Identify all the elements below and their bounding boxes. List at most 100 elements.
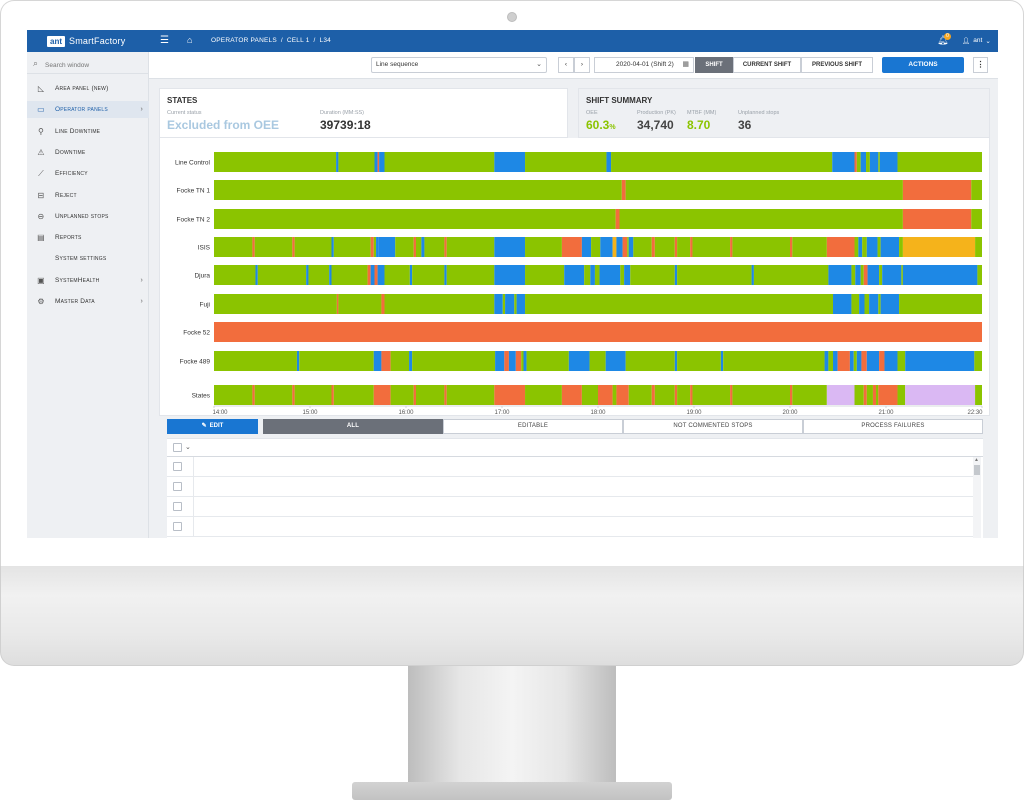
state-segment[interactable] [856,152,861,172]
state-segment[interactable] [828,351,834,371]
sidebar-item-system-settings[interactable]: System settings [27,250,149,267]
state-segment[interactable] [333,385,374,405]
state-segment[interactable] [692,385,731,405]
state-segment[interactable] [561,237,582,257]
state-segment[interactable] [730,385,733,405]
state-segment[interactable] [214,294,337,314]
state-segment[interactable] [594,265,600,285]
state-segment[interactable] [581,385,598,405]
state-segment[interactable] [331,265,368,285]
state-segment[interactable] [214,209,616,229]
state-segment[interactable] [214,322,982,342]
state-segment[interactable] [899,237,903,257]
state-segment[interactable] [446,385,495,405]
state-segment[interactable] [378,237,396,257]
state-segment[interactable] [620,265,625,285]
state-segment[interactable] [690,237,693,257]
state-segment[interactable] [494,385,526,405]
state-segment[interactable] [446,265,495,285]
sidebar-item-system-health[interactable]: ▣ SystemHealth › [27,272,149,289]
state-segment[interactable] [299,351,374,371]
state-segment[interactable] [869,294,879,314]
state-segment[interactable] [381,294,385,314]
state-segment[interactable] [367,265,371,285]
state-segment[interactable] [876,385,879,405]
actions-button[interactable]: ACTIONS [882,57,964,73]
state-segment[interactable] [525,385,562,405]
tab-editable[interactable]: EDITABLE [443,419,623,434]
state-segment[interactable] [869,152,879,172]
state-segment[interactable] [413,237,416,257]
state-segment[interactable] [621,180,626,200]
state-segment[interactable] [677,351,721,371]
state-segment[interactable] [525,294,834,314]
state-segment[interactable] [508,351,516,371]
state-segment[interactable] [254,237,293,257]
sidebar-item-master-data[interactable]: ⚙ Master Data › [27,293,149,310]
state-segment[interactable] [723,351,825,371]
state-segment[interactable] [424,237,445,257]
state-segment[interactable] [214,237,253,257]
home-icon[interactable]: ⌂ [187,35,193,45]
state-segment[interactable] [254,385,293,405]
state-segment[interactable] [606,152,612,172]
state-segment[interactable] [856,351,862,371]
state-segment[interactable] [296,351,300,371]
state-segment[interactable] [790,237,793,257]
state-segment[interactable] [611,152,833,172]
state-segment[interactable] [971,180,982,200]
state-segment[interactable] [308,265,330,285]
state-segment[interactable] [333,237,371,257]
state-segment[interactable] [824,351,829,371]
state-segment[interactable] [905,351,975,371]
state-segment[interactable] [674,265,678,285]
state-segment[interactable] [561,385,582,405]
sidebar-item-operator-panels[interactable]: ▭ Operator panels › [27,101,149,118]
state-segment[interactable] [412,351,496,371]
tab-not-commented-stops[interactable]: NOT COMMENTED STOPS [623,419,803,434]
scrollbar[interactable]: ▲ [973,457,981,538]
state-segment[interactable] [306,265,309,285]
state-segment[interactable] [884,351,898,371]
state-segment[interactable] [879,152,898,172]
sidebar-item-reject[interactable]: ⊟ Reject [27,187,149,204]
state-segment[interactable] [373,385,391,405]
state-segment[interactable] [381,351,391,371]
brand-logo[interactable]: ant SmartFactory [47,35,125,47]
state-segment[interactable] [654,385,675,405]
state-segment[interactable] [521,351,524,371]
state-segment[interactable] [866,152,870,172]
date-picker[interactable]: 2020-04-01 (Shift 2) ▦ [594,57,694,73]
previous-shift-button[interactable]: PREVIOUS SHIFT [801,57,873,73]
state-segment[interactable] [753,265,829,285]
state-segment[interactable] [523,351,527,371]
state-segment[interactable] [833,294,852,314]
state-segment[interactable] [374,265,378,285]
state-segment[interactable] [692,237,731,257]
state-segment[interactable] [331,385,334,405]
sidebar-item-unplanned-stops[interactable]: ⊖ Unplanned stops [27,208,149,225]
state-segment[interactable] [600,237,613,257]
state-segment[interactable] [877,237,881,257]
state-segment[interactable] [625,351,675,371]
state-segment[interactable] [605,351,626,371]
state-segment[interactable] [651,385,655,405]
previous-date-button[interactable]: ‹ [558,57,574,73]
state-segment[interactable] [720,351,724,371]
state-segment[interactable] [214,385,253,405]
user-menu[interactable]: 👤︎ ant ⌄ [962,37,991,45]
state-segment[interactable] [515,351,522,371]
state-segment[interactable] [415,385,445,405]
state-segment[interactable] [899,294,982,314]
state-segment[interactable] [851,294,860,314]
state-segment[interactable] [612,237,617,257]
breadcrumb-operator-panels[interactable]: OPERATOR PANELS [211,37,277,44]
state-segment[interactable] [677,385,691,405]
state-segment[interactable] [415,237,422,257]
state-segment[interactable] [370,237,374,257]
row-checkbox[interactable] [173,522,182,531]
state-segment[interactable] [864,294,870,314]
scroll-up-icon[interactable]: ▲ [974,457,979,463]
state-segment[interactable] [902,265,978,285]
state-segment[interactable] [331,237,334,257]
